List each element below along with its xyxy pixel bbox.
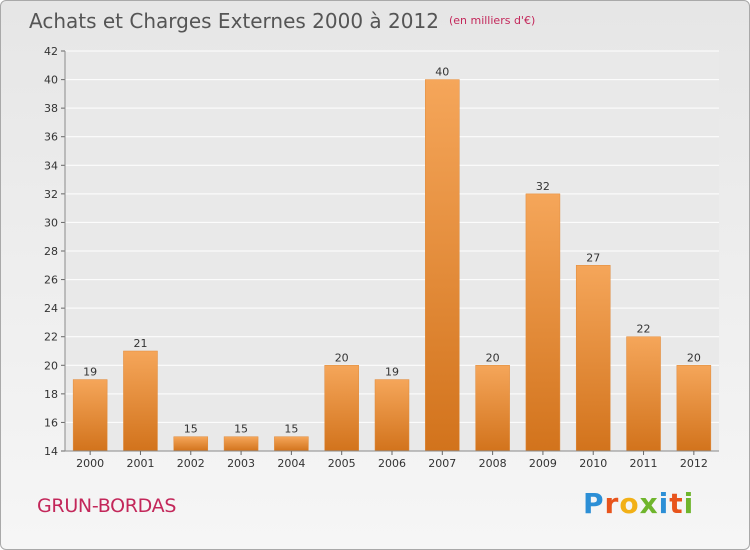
x-axis: 2000 2001 2002 2003 2004 2005 2006 2007 2008 2009… (65, 450, 719, 470)
chart-title: Achats et Charges Externes 2000 à 2012 (e… (29, 9, 535, 33)
x-tick-label: 2006 (378, 457, 406, 470)
bar-value-label: 15 (284, 423, 298, 436)
bar-value-label: 27 (586, 251, 600, 264)
bar-value-label: 22 (637, 323, 651, 336)
bar-value-label: 19 (83, 366, 97, 379)
bar-value-label: 21 (133, 337, 147, 350)
x-tick-label: 2003 (227, 457, 255, 470)
logo-letter: P (583, 487, 605, 520)
bar-2010 (575, 265, 611, 452)
x-tick-label: 2001 (126, 457, 154, 470)
logo-letter: o (619, 487, 640, 520)
bar-value-label: 19 (385, 366, 399, 379)
bar-2009 (525, 193, 561, 452)
proxiti-logo: Proxiti (583, 487, 694, 520)
x-tick-label: 2004 (277, 457, 305, 470)
x-tick-label: 2007 (428, 457, 456, 470)
x-tick-label: 2002 (177, 457, 205, 470)
bar-2002 (173, 436, 209, 452)
bar-value-label: 20 (486, 351, 500, 364)
y-tick-label: 40 (44, 74, 58, 87)
y-tick-label: 20 (44, 359, 58, 372)
chart-title-text: Achats et Charges Externes 2000 à 2012 (29, 9, 439, 33)
bar-value-label: 40 (435, 66, 449, 79)
y-tick-label: 22 (44, 331, 58, 344)
bar-value-label: 15 (184, 423, 198, 436)
y-tick-label: 32 (44, 188, 58, 201)
place-name: GRUN-BORDAS (37, 495, 177, 517)
bar-2003 (223, 436, 259, 452)
y-tick-label: 14 (44, 445, 58, 458)
bar-2000 (72, 379, 108, 452)
y-tick-label: 28 (44, 245, 58, 258)
bar-2011 (626, 336, 661, 452)
y-tick-label: 18 (44, 388, 58, 401)
bar-value-label: 32 (536, 180, 550, 193)
y-tick-label: 38 (44, 102, 58, 115)
x-tick-label: 2011 (630, 457, 658, 470)
bar-2007 (425, 79, 460, 452)
y-axis: 14 16 18 20 22 24 26 28 30 32 34 36 38 40 42 (44, 45, 66, 458)
logo-letter: x (639, 487, 659, 520)
y-tick-label: 26 (44, 274, 58, 287)
x-tick-label: 2005 (328, 457, 356, 470)
x-tick-label: 2009 (529, 457, 557, 470)
bar-value-label: 15 (234, 423, 248, 436)
x-tick-label: 2012 (680, 457, 708, 470)
y-tick-label: 42 (44, 45, 58, 58)
y-tick-label: 24 (44, 302, 58, 315)
logo-letter: t (669, 487, 684, 520)
bar-value-label: 20 (687, 351, 701, 364)
bar-2001 (123, 350, 158, 452)
y-tick-label: 34 (44, 159, 58, 172)
x-tick-label: 2010 (579, 457, 607, 470)
y-tick-label: 16 (44, 416, 58, 429)
logo-letter: i (683, 487, 695, 520)
logo-letter: r (604, 487, 620, 520)
bar-2004 (274, 436, 309, 452)
bar-2005 (324, 365, 359, 452)
x-tick-label: 2000 (76, 457, 104, 470)
y-tick-label: 30 (44, 216, 58, 229)
bars: 19 21 15 15 15 20 19 40 20 32 27 22 20 (72, 66, 712, 452)
bar-value-label: 20 (335, 351, 349, 364)
x-tick-label: 2008 (479, 457, 507, 470)
bar-2008 (475, 365, 510, 452)
y-tick-label: 36 (44, 131, 58, 144)
chart-unit: (en milliers d'€) (448, 14, 536, 27)
logo-letter: i (658, 487, 670, 520)
bar-2012 (676, 365, 712, 452)
bar-2006 (374, 379, 410, 452)
